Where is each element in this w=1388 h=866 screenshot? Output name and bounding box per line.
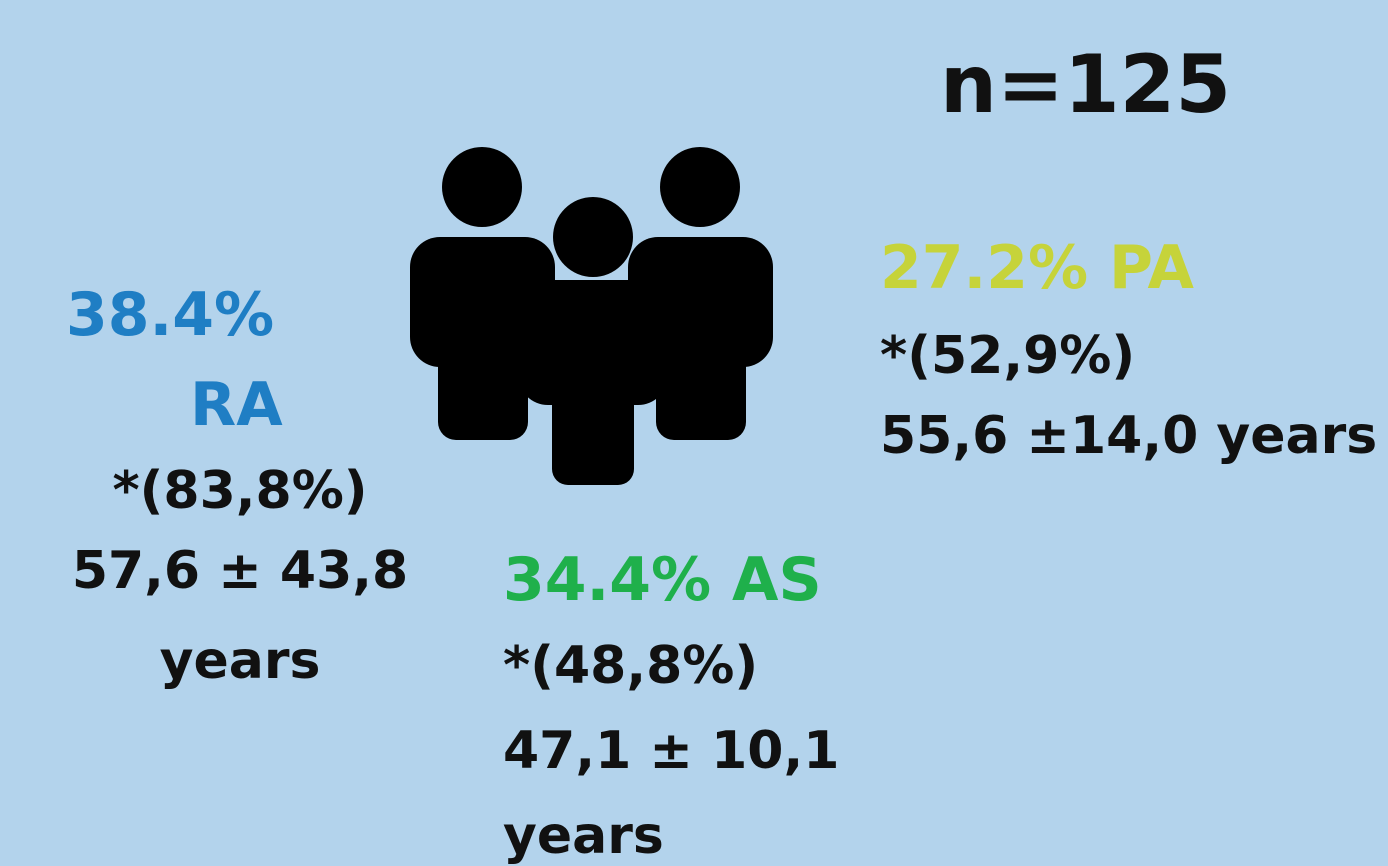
pa-heading: 27.2% PA: [880, 233, 1194, 303]
as-note: *(48,8%): [503, 636, 759, 696]
as-heading: 34.4% AS: [503, 545, 822, 615]
ra-percent: 38.4%: [66, 280, 275, 350]
people-icon: [410, 147, 773, 485]
ra-label: RA: [190, 370, 283, 440]
pa-age: 55,6 ±14,0 years: [880, 406, 1378, 466]
total: n=125: [940, 38, 1231, 131]
as-unit: years: [503, 806, 664, 866]
pa-note: *(52,9%): [880, 326, 1136, 386]
ra-note: *(83,8%): [112, 461, 368, 521]
as-age: 47,1 ± 10,1: [503, 721, 840, 781]
ra-unit: years: [159, 631, 321, 691]
ra-age: 57,6 ± 43,8: [71, 541, 409, 601]
